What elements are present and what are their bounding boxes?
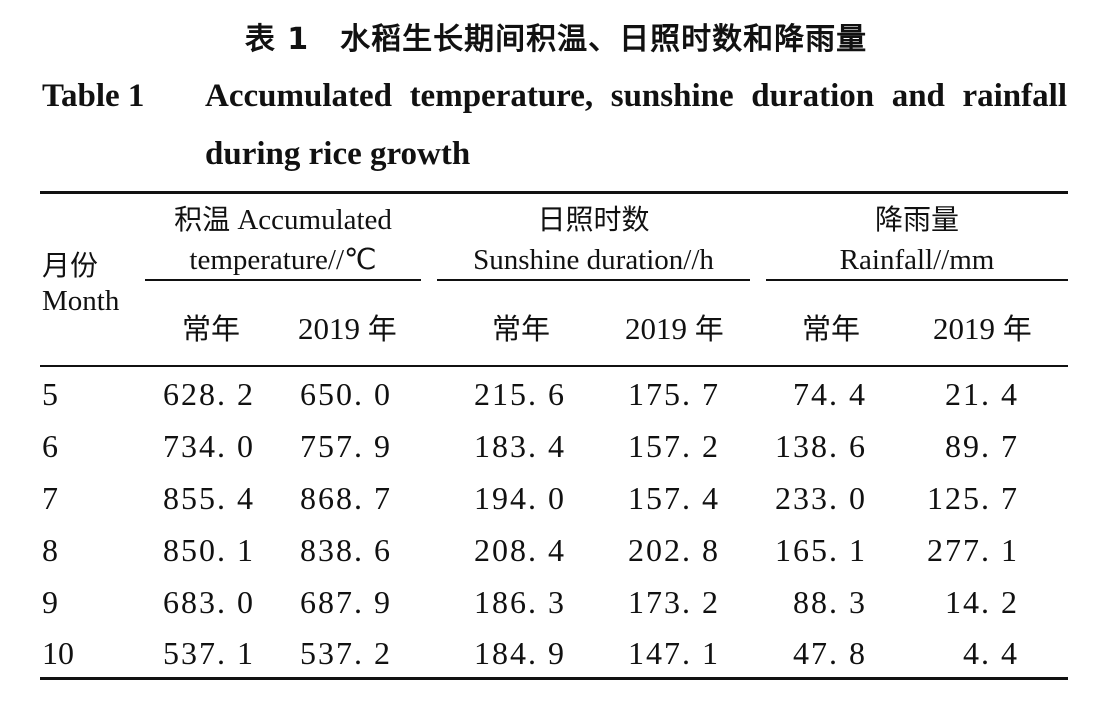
- cell-temp-2019: 650. 0: [300, 376, 392, 412]
- table-row: 8 850. 1 838. 6 208. 4 202. 8 165. 1 277…: [0, 532, 1112, 584]
- cell-rain-2019: 14. 2: [945, 584, 1019, 620]
- cell-rain-normal: 233. 0: [775, 480, 867, 516]
- cell-rain-2019: 89. 7: [945, 428, 1019, 464]
- caption-table-label: Table 1: [42, 78, 145, 114]
- group-rule-rainfall: [766, 279, 1068, 281]
- cell-temp-normal: 537. 1: [163, 635, 255, 671]
- cell-rain-2019: 4. 4: [963, 635, 1019, 671]
- group-rainfall-en: Rainfall//mm: [839, 244, 995, 276]
- table-bottom-rule: [40, 677, 1068, 680]
- group-rule-temperature: [145, 279, 421, 281]
- cell-sun-normal: 208. 4: [474, 532, 566, 568]
- cell-sun-normal: 183. 4: [474, 428, 566, 464]
- cell-temp-normal: 683. 0: [163, 584, 255, 620]
- cell-rain-2019: 21. 4: [945, 376, 1019, 412]
- cell-sun-2019: 173. 2: [628, 584, 720, 620]
- caption-english-line1: Accumulated temperature, sunshine durati…: [205, 78, 1067, 114]
- cell-sun-normal: 194. 0: [474, 480, 566, 516]
- subheader-temperature-2019: 2019 年: [298, 311, 397, 346]
- group-temperature-en-line1: Accumulated: [237, 204, 392, 236]
- cell-sun-2019: 147. 1: [628, 635, 720, 671]
- cell-rain-normal: 74. 4: [793, 376, 867, 412]
- subheader-sunshine-normal: 常年: [492, 312, 551, 346]
- cell-temp-normal: 855. 4: [163, 480, 255, 516]
- cell-rain-normal: 47. 8: [793, 635, 867, 671]
- group-rainfall-cn: 降雨量: [874, 203, 959, 236]
- cell-temp-normal: 734. 0: [163, 428, 255, 464]
- group-rule-sunshine: [437, 279, 750, 281]
- cell-temp-2019: 838. 6: [300, 532, 392, 568]
- subheader-rainfall-2019: 2019 年: [933, 311, 1032, 346]
- table-row: 5 628. 2 650. 0 215. 6 175. 7 74. 4 21. …: [0, 376, 1112, 428]
- group-sunshine-en: Sunshine duration//h: [473, 244, 714, 276]
- header-group-sunshine: 日照时数 Sunshine duration//h: [437, 200, 750, 280]
- cell-temp-2019: 537. 2: [300, 635, 392, 671]
- cell-month: 9: [42, 584, 58, 620]
- subheader-sunshine-2019: 2019 年: [625, 311, 724, 346]
- cell-rain-normal: 88. 3: [793, 584, 867, 620]
- header-month-cn: 月份: [42, 249, 99, 282]
- cell-sun-2019: 175. 7: [628, 376, 720, 412]
- cell-rain-normal: 165. 1: [775, 532, 867, 568]
- group-temperature-cn: 积温: [174, 203, 231, 236]
- cell-temp-2019: 868. 7: [300, 480, 392, 516]
- cell-month: 8: [42, 532, 58, 568]
- caption-english-line2: during rice growth: [205, 136, 471, 172]
- table-row: 10 537. 1 537. 2 184. 9 147. 1 47. 8 4. …: [0, 635, 1112, 687]
- cell-temp-normal: 850. 1: [163, 532, 255, 568]
- subheader-temperature-normal: 常年: [182, 312, 241, 346]
- table-top-rule: [40, 191, 1068, 194]
- cell-month: 10: [42, 635, 74, 671]
- cell-month: 5: [42, 376, 58, 412]
- cell-temp-2019: 757. 9: [300, 428, 392, 464]
- cell-sun-normal: 186. 3: [474, 584, 566, 620]
- group-temperature-en-line2: temperature//℃: [189, 244, 377, 276]
- cell-month: 6: [42, 428, 58, 464]
- cell-temp-2019: 687. 9: [300, 584, 392, 620]
- cell-rain-2019: 277. 1: [927, 532, 1019, 568]
- header-group-rainfall: 降雨量 Rainfall//mm: [766, 200, 1068, 280]
- table-header-rule: [40, 365, 1068, 367]
- cell-rain-2019: 125. 7: [927, 480, 1019, 516]
- header-group-temperature: 积温 Accumulated temperature//℃: [145, 200, 421, 280]
- group-sunshine-cn: 日照时数: [537, 203, 650, 236]
- table-row: 9 683. 0 687. 9 186. 3 173. 2 88. 3 14. …: [0, 584, 1112, 636]
- cell-sun-2019: 157. 2: [628, 428, 720, 464]
- header-month-en: Month: [42, 285, 120, 317]
- subheader-rainfall-normal: 常年: [802, 312, 861, 346]
- cell-sun-normal: 184. 9: [474, 635, 566, 671]
- cell-rain-normal: 138. 6: [775, 428, 867, 464]
- cell-sun-normal: 215. 6: [474, 376, 566, 412]
- table-row: 7 855. 4 868. 7 194. 0 157. 4 233. 0 125…: [0, 480, 1112, 532]
- cell-temp-normal: 628. 2: [163, 376, 255, 412]
- caption-chinese: 表 1 水稻生长期间积温、日照时数和降雨量: [244, 22, 868, 57]
- cell-sun-2019: 157. 4: [628, 480, 720, 516]
- cell-month: 7: [42, 480, 58, 516]
- table-row: 6 734. 0 757. 9 183. 4 157. 2 138. 6 89.…: [0, 428, 1112, 480]
- cell-sun-2019: 202. 8: [628, 532, 720, 568]
